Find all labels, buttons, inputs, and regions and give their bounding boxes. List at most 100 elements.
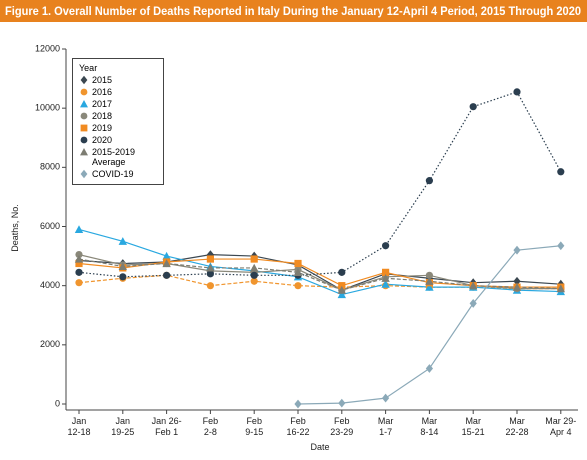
marker [118,262,127,271]
marker [80,169,88,179]
y-tick-label: 10000 [35,103,60,113]
marker [163,271,171,279]
marker [119,273,127,281]
marker [469,103,477,111]
legend-item: 2020 [79,135,159,145]
x-tick-label: 22-28 [505,427,528,437]
legend-item: 2019 [79,123,159,133]
series-line [78,254,561,291]
legend-swatch [80,100,88,108]
x-tick-label: 2-8 [204,427,217,437]
x-axis-label: Date [310,442,329,452]
marker [250,271,258,279]
marker [80,148,88,156]
y-tick-label: 2000 [40,339,60,349]
legend-label: COVID-19 [92,169,134,179]
marker [381,274,390,282]
legend-title: Year [79,63,98,73]
marker [469,281,478,290]
chart-title: Figure 1. Overall Number of Deaths Repor… [5,6,581,18]
marker [206,282,214,290]
legend-label: 2019 [92,123,113,133]
marker [381,279,390,288]
x-tick-label: Mar [422,416,438,426]
marker [162,259,171,268]
x-tick-label: 23-29 [330,427,353,437]
x-tick-label: Feb 1 [155,427,178,437]
series-line [78,258,561,288]
x-tick-label: Feb [290,416,306,426]
marker [469,299,477,308]
marker [513,88,521,96]
legend-swatch [80,124,88,132]
y-tick-label: 0 [55,398,60,408]
legend-label: 2018 [92,111,113,121]
marker [75,268,83,276]
marker [80,124,88,132]
series-line [78,258,561,291]
marker [294,282,302,290]
legend-swatch [80,169,88,179]
marker [382,393,390,403]
marker [206,270,214,278]
marker [425,271,433,279]
legend-item: 2015-2019 Average [79,147,159,167]
x-tick-label: 15-21 [462,427,485,437]
series-line [297,245,561,405]
marker [250,263,259,272]
legend-item: COVID-19 [79,169,159,179]
x-tick-label: Jan [72,416,87,426]
marker [556,284,565,293]
marker [250,277,258,285]
legend-label: 2020 [92,135,113,145]
legend-swatch [80,136,88,144]
x-tick-label: 16-22 [286,427,309,437]
legend-swatch [80,75,88,85]
series-line [78,228,561,296]
marker [338,268,346,276]
marker [382,242,390,250]
series-line [78,91,562,278]
marker [425,282,434,291]
marker [337,290,346,299]
x-tick-label: Feb [246,416,262,426]
marker [294,259,302,268]
x-tick-label: 1-7 [379,427,392,437]
marker [338,282,346,290]
legend-swatch [80,148,88,156]
x-tick-label: Feb [203,416,219,426]
x-tick-label: Feb [334,416,350,426]
marker [513,276,521,286]
x-tick-label: Mar 29- [545,416,576,426]
marker [557,241,565,251]
marker [74,225,84,234]
x-tick-label: Mar [378,416,394,426]
x-tick-label: 8-14 [420,427,438,437]
y-tick-label: 8000 [40,162,60,172]
marker [206,263,215,272]
marker [294,399,302,409]
marker [75,279,83,287]
x-tick-label: 19-25 [111,427,134,437]
marker [250,255,258,263]
marker [557,168,565,176]
y-tick-label: 12000 [35,43,60,53]
marker [338,398,346,408]
legend-item: 2017 [79,99,159,109]
legend-label: 2017 [92,99,113,109]
x-tick-label: 9-15 [245,427,263,437]
marker [425,364,433,373]
marker [80,88,88,96]
marker [425,277,434,285]
marker [382,268,390,276]
marker [118,237,127,245]
legend: Year 2015 2016 2017 2018 2019 2020 2015-2019 A… [72,58,164,185]
marker [80,100,88,108]
x-tick-label: Jan [116,416,131,426]
marker [513,245,521,255]
legend-label: 2015 [92,75,113,85]
x-tick-label: Mar [465,416,481,426]
marker [75,251,83,259]
legend-label: 2015-2019 Average [92,147,136,167]
